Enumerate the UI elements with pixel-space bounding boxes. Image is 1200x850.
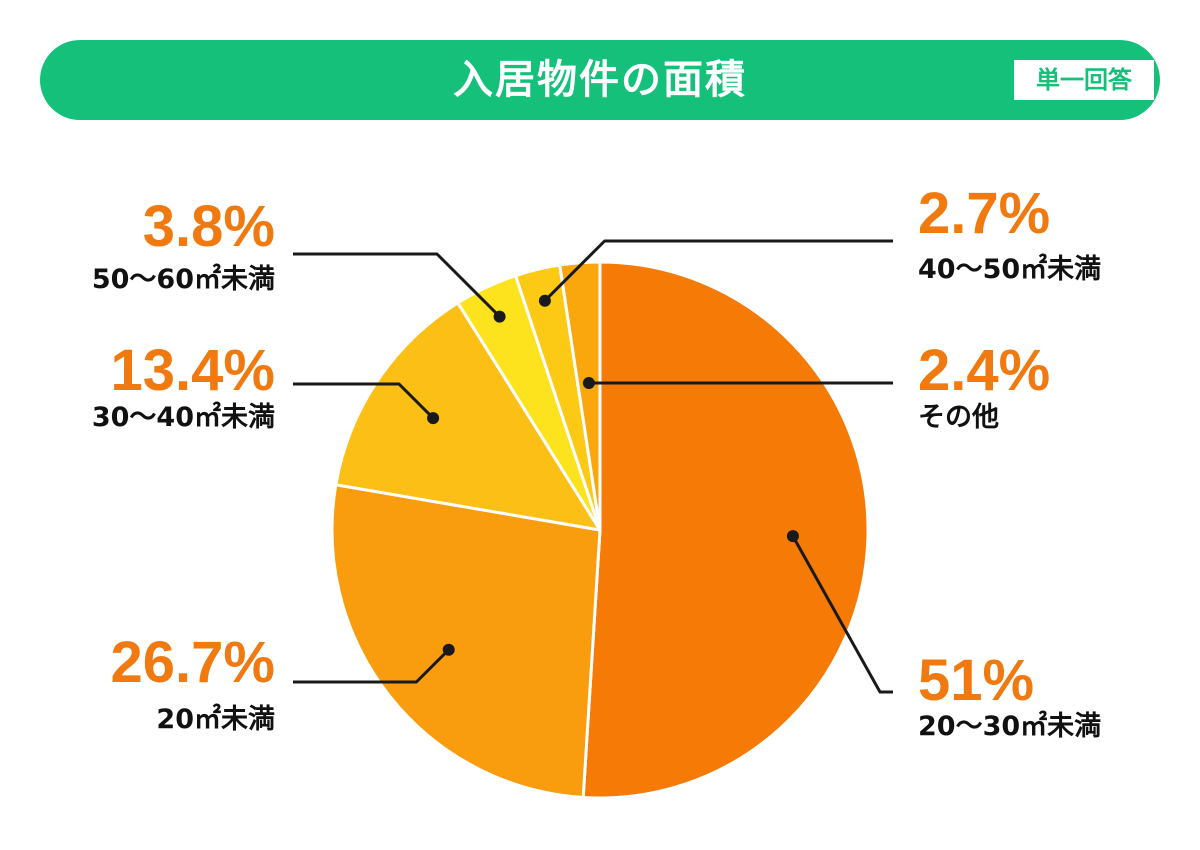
slice-percent-label: 51% [918,648,1034,713]
slice-percent-label: 26.7% [111,630,275,695]
slice-category-label: 40〜50㎡未満 [918,253,1101,285]
slice-percent-label: 3.8% [143,194,275,259]
leader-line [791,535,893,694]
pie-slice [581,260,870,800]
leader-dot [493,310,506,323]
slice-category-label: 30〜40㎡未満 [92,401,275,433]
leader-dot [538,294,551,307]
leader-line [293,252,501,318]
chart-title: 入居物件の面積 [453,57,747,103]
slice-percent-label: 2.4% [918,338,1050,403]
leader-line [543,239,893,302]
header-banner: 入居物件の面積 単一回答 [40,40,1160,120]
slice-category-label: 20㎡未満 [156,703,275,735]
leader-dot [582,377,595,389]
slice-percent-label: 2.7% [918,181,1050,246]
pie-slice [330,483,602,799]
slice-category-label: 20〜30㎡未満 [918,710,1101,742]
slice-category-label: その他 [918,402,999,433]
leader-line [293,648,450,684]
pie-slice [558,260,602,532]
leader-dot [786,530,799,543]
leader-dot [442,643,455,656]
slice-category-label: 50〜60㎡未満 [92,263,275,295]
leader-line [293,382,435,420]
answer-type-badge: 単一回答 [1014,60,1154,100]
slice-percent-label: 13.4% [111,338,275,403]
pie-slice [334,301,602,532]
leader-dot [427,412,440,425]
